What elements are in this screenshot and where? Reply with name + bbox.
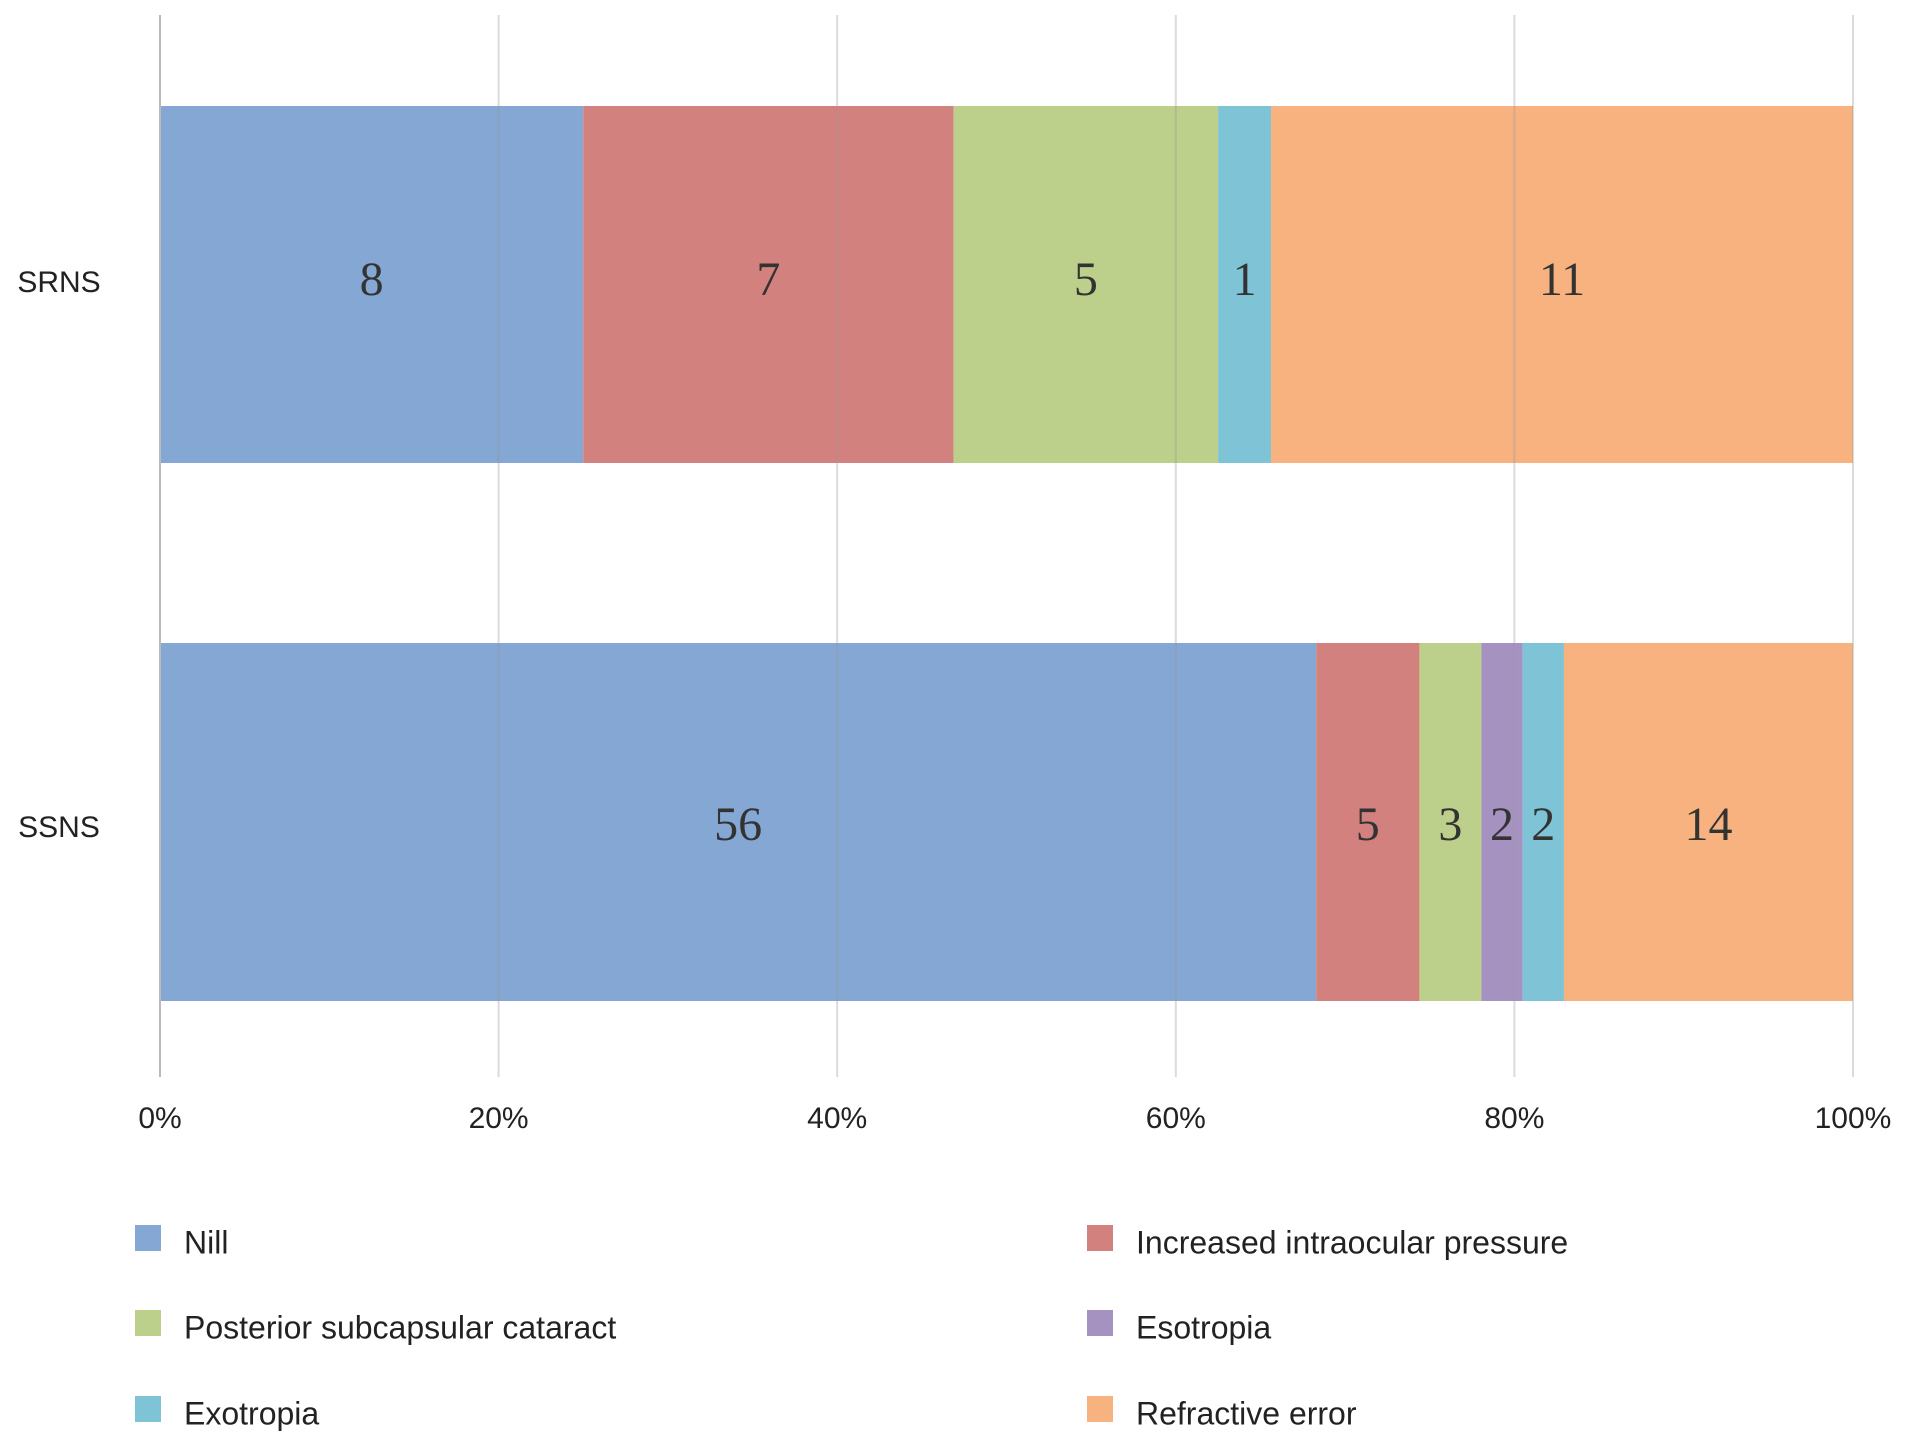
legend-swatch (1087, 1396, 1113, 1422)
data-label: 8 (360, 253, 384, 306)
data-label: 1 (1233, 253, 1257, 306)
data-label: 2 (1490, 798, 1514, 851)
data-label: 5 (1356, 798, 1380, 851)
legend-swatch (1087, 1310, 1113, 1336)
bar-segment (1481, 643, 1523, 1001)
x-tick-label: 20% (469, 1102, 529, 1135)
y-tick-label: SSNS (18, 811, 100, 844)
legend-swatch (1087, 1225, 1113, 1251)
data-label: 5 (1074, 253, 1098, 306)
legend-label: Exotropia (184, 1395, 319, 1431)
x-tick-label: 40% (807, 1102, 867, 1135)
data-label: 11 (1539, 253, 1585, 306)
bar-segment (1271, 106, 1853, 463)
bar-segment (1419, 643, 1482, 1001)
legend-label: Nill (184, 1224, 228, 1260)
bar-segment (953, 106, 1219, 463)
data-label: 3 (1438, 798, 1462, 851)
legend-label: Increased intraocular pressure (1136, 1224, 1568, 1260)
bar-segment (583, 106, 954, 463)
bar-segment (1522, 643, 1564, 1001)
x-tick-label: 60% (1146, 1102, 1206, 1135)
data-label: 2 (1531, 798, 1555, 851)
data-label: 14 (1684, 798, 1732, 851)
y-tick-label: SRNS (17, 266, 100, 299)
bar-segment (1316, 643, 1420, 1001)
x-tick-label: 100% (1815, 1102, 1892, 1135)
data-label: 56 (714, 798, 762, 851)
data-label: 7 (756, 253, 780, 306)
legend-label: Posterior subcapsular cataract (184, 1309, 616, 1345)
legend-swatch (135, 1310, 161, 1336)
bar-segment (160, 643, 1317, 1001)
bar-segment (1218, 106, 1272, 463)
x-tick-label: 80% (1484, 1102, 1544, 1135)
bar-segment (1563, 643, 1853, 1001)
legend-label: Esotropia (1136, 1309, 1271, 1345)
bar-segment (160, 106, 584, 463)
legend-swatch (135, 1396, 161, 1422)
legend-swatch (135, 1225, 161, 1251)
x-tick-label: 0% (138, 1102, 181, 1135)
legend-label: Refractive error (1136, 1395, 1357, 1431)
